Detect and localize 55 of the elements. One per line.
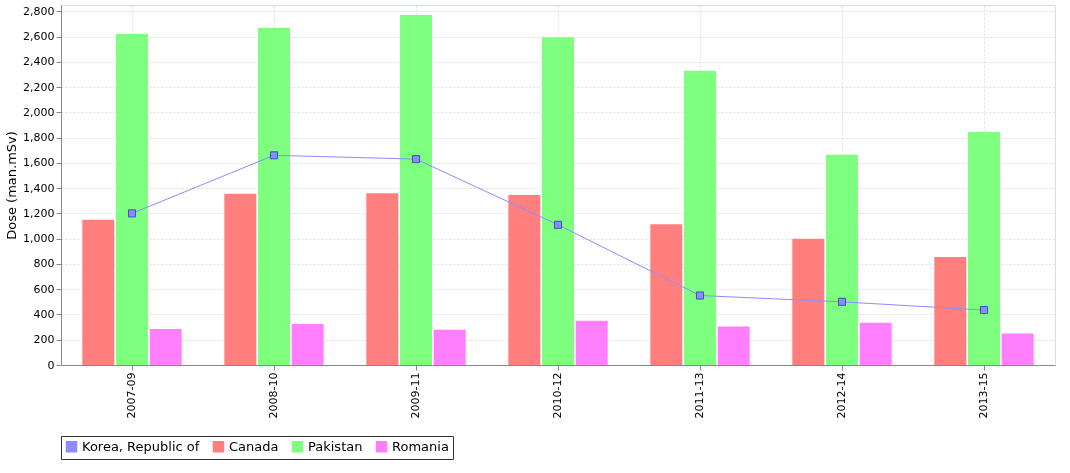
bar	[508, 195, 541, 365]
y-tick-label: 800	[33, 257, 55, 271]
x-tick-label: 2013-15	[977, 372, 990, 419]
legend-label: Romania	[392, 438, 449, 454]
y-tick-label: 2,400	[23, 55, 55, 69]
bar	[541, 37, 575, 365]
y-axis-title: Dose (man.mSv)	[4, 131, 20, 240]
y-tick-label: 0	[47, 358, 55, 372]
legend-label: Pakistan	[308, 438, 363, 454]
point	[269, 151, 279, 160]
y-tick-label: 1,600	[23, 156, 55, 170]
bar	[115, 34, 149, 365]
point	[127, 209, 137, 218]
bar	[149, 329, 182, 365]
y-tick-label: 2,000	[23, 105, 55, 119]
y-tick-label: 1,400	[23, 181, 55, 195]
bar	[1001, 333, 1034, 365]
legend-label: Korea, Republic of	[82, 438, 200, 454]
x-tick-label: 2010-12	[551, 372, 564, 419]
y-tick-label: 2,200	[23, 80, 55, 94]
bar	[967, 131, 1001, 365]
x-tick-label: 2007-09	[125, 372, 138, 419]
bar	[257, 27, 291, 365]
bar	[717, 326, 750, 365]
y-tick-label: 2,600	[23, 30, 55, 44]
x-tick-label: 2009-11	[409, 372, 422, 419]
point	[979, 306, 989, 315]
point	[837, 297, 847, 306]
bar	[575, 320, 608, 365]
x-tick-label: 2011-13	[693, 372, 706, 419]
y-tick-label: 200	[33, 333, 55, 347]
bar	[859, 322, 892, 365]
bar	[82, 219, 115, 365]
point	[411, 155, 421, 164]
point	[695, 291, 705, 300]
point	[553, 220, 563, 229]
bar	[650, 224, 683, 365]
legend-label: Canada	[229, 438, 279, 454]
bar	[433, 329, 466, 365]
bar	[934, 257, 967, 365]
bar	[683, 70, 717, 365]
x-tick-label: 2012-14	[835, 372, 848, 419]
x-tick-label: 2008-10	[267, 372, 280, 419]
y-tick-label: 1,200	[23, 206, 55, 220]
y-tick-label: 1,000	[23, 232, 55, 246]
y-tick-label: 600	[33, 282, 55, 296]
bar	[825, 154, 859, 365]
y-tick-label: 1,800	[23, 131, 55, 145]
bar	[291, 323, 324, 365]
y-tick-label: 400	[33, 307, 55, 321]
bar	[792, 238, 825, 365]
bar	[366, 193, 399, 365]
bar	[224, 193, 257, 365]
bar	[399, 15, 433, 365]
y-tick-label: 2,800	[23, 4, 55, 18]
